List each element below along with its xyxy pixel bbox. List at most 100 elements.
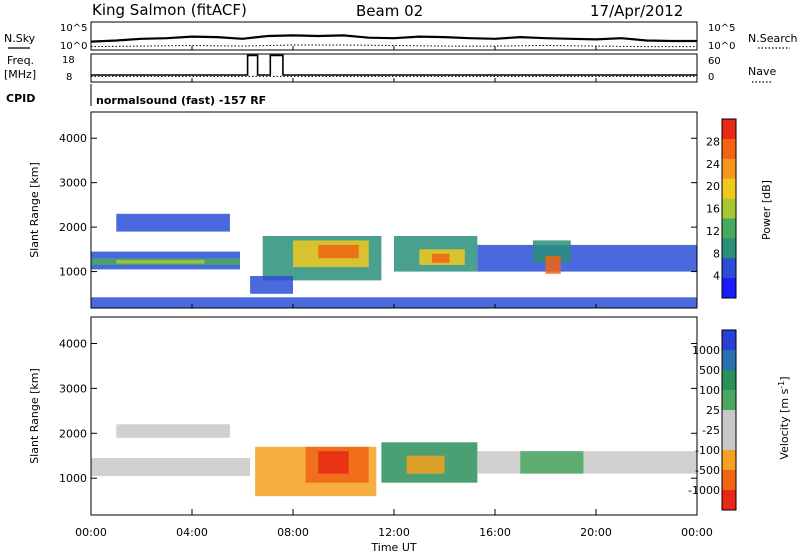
- colorbar-frame: [721, 118, 737, 299]
- vel-y-tick-label-3: 4000: [59, 337, 87, 350]
- freq-left-unit: [MHz]: [4, 68, 36, 81]
- power-y-axis: 1000 2000 3000 4000: [59, 132, 697, 279]
- noise-left-label: N.Sky: [4, 32, 36, 45]
- velocity-band-1: [116, 424, 230, 438]
- vel-colorbar-tick-4: -25: [702, 424, 720, 437]
- noise-left-tick-high: 10^5: [60, 23, 87, 34]
- colorbar-tick-6: 28: [706, 135, 720, 148]
- power-colorbar-label: Power [dB]: [760, 180, 773, 240]
- freq-left-label: Freq.: [7, 54, 34, 67]
- power-data-marks: [91, 213, 697, 308]
- x-tick-label-1: 04:00: [176, 526, 208, 539]
- velocity-colorbar: 1000 500 100 25 -25 -100 -500 -1000: [688, 329, 737, 511]
- cpid-panel: CPID normalsound (fast) -157 RF: [6, 84, 266, 107]
- velocity-panel-frame: [90, 316, 698, 516]
- time-x-axis: 00:00 04:00 08:00 12:00 16:00 20:00 00:00: [75, 509, 713, 539]
- echo-band-3: [116, 213, 230, 232]
- colorbar-tick-3: 16: [706, 203, 720, 216]
- power-panel-frame: [90, 111, 698, 309]
- date-title: 17/Apr/2012: [590, 2, 683, 20]
- colorbar-swatch-6: [722, 238, 736, 259]
- y-tick-label-2: 3000: [59, 177, 87, 190]
- colorbar-swatch-0: [722, 119, 736, 140]
- x-tick-label-3: 12:00: [378, 526, 410, 539]
- vel-colorbar-swatch-4: [722, 410, 736, 431]
- noise-right-label: N.Search: [748, 32, 798, 45]
- colorbar-swatch-4: [722, 198, 736, 219]
- station-title: King Salmon (fitACF): [92, 1, 247, 19]
- velocity-data-marks: [91, 424, 697, 497]
- vel-colorbar-tick-3: 25: [706, 404, 720, 417]
- colorbar-swatch-3: [722, 178, 736, 200]
- vel-colorbar-tick-7: -1000: [688, 484, 720, 497]
- colorbar-swatch-8: [722, 278, 736, 299]
- vel-colorbar-frame: [721, 329, 737, 511]
- vel-colorbar-tick-6: -500: [695, 464, 720, 477]
- x-tick-label-6: 00:00: [681, 526, 713, 539]
- vel-colorbar-swatch-0: [722, 330, 736, 351]
- velocity-colorbar-label-main: Velocity [m s: [778, 388, 791, 459]
- colorbar-tick-0: 4: [713, 270, 720, 283]
- velocity-band-7: [477, 451, 697, 474]
- power-colorbar: 4 8 12 16 20 24 28: [706, 118, 737, 299]
- vel-colorbar-swatch-6: [722, 450, 736, 471]
- echo-band-10: [431, 253, 450, 263]
- vel-y-tick-label-0: 1000: [59, 472, 87, 485]
- vel-colorbar-tick-2: 100: [699, 384, 720, 397]
- echo-band-12: [532, 240, 571, 263]
- freq-right-tick-high: 60: [708, 56, 721, 67]
- echo-band-7: [250, 276, 293, 294]
- echo-band-6: [318, 244, 359, 259]
- vel-colorbar-tick-0: 1000: [692, 344, 720, 357]
- frequency-panel: Freq. [MHz] 18 8 60 0 Nave: [4, 53, 776, 83]
- vel-colorbar-tick-1: 500: [699, 364, 720, 377]
- vel-colorbar-swatch-3: [722, 390, 736, 411]
- x-tick-label-4: 16:00: [479, 526, 511, 539]
- vel-colorbar-tick-5: -100: [695, 444, 720, 457]
- colorbar-tick-4: 20: [706, 180, 720, 193]
- x-tick-label-0: 00:00: [75, 526, 107, 539]
- x-tick-label-5: 20:00: [580, 526, 612, 539]
- vel-colorbar-swatch-1: [722, 350, 736, 371]
- vel-colorbar-swatch-7: [722, 470, 736, 491]
- cpid-label: CPID: [6, 92, 35, 105]
- y-tick-label-1: 2000: [59, 221, 87, 234]
- colorbar-tick-5: 24: [706, 158, 720, 171]
- freq-right-label: Nave: [748, 65, 776, 78]
- freq-right-tick-low: 0: [708, 72, 714, 83]
- velocity-colorbar-label-end: ]: [778, 376, 791, 380]
- velocity-band-8: [520, 451, 584, 474]
- frequency-panel-frame: [90, 53, 698, 83]
- vel-colorbar-swatch-2: [722, 370, 736, 391]
- y-tick-label-0: 1000: [59, 266, 87, 279]
- echo-band-2: [116, 260, 205, 264]
- x-tick-label-2: 08:00: [277, 526, 309, 539]
- vel-y-tick-label-2: 3000: [59, 382, 87, 395]
- power-panel: 1000 2000 3000 4000 Slant Range [km] 4 8 12 16…: [28, 111, 773, 309]
- colorbar-swatch-2: [722, 158, 736, 180]
- noise-right-tick-low: 10^0: [708, 41, 735, 52]
- power-y-axis-label: Slant Range [km]: [28, 162, 41, 258]
- y-tick-label-3: 4000: [59, 132, 87, 145]
- freq-left-tick-low: 8: [66, 72, 72, 83]
- echo-band-11: [477, 244, 697, 272]
- velocity-y-axis-label: Slant Range [km]: [28, 368, 41, 464]
- velocity-y-axis: 1000 2000 3000 4000: [59, 337, 697, 485]
- vel-y-tick-label-1: 2000: [59, 427, 87, 440]
- vel-colorbar-swatch-8: [722, 490, 736, 511]
- velocity-band-0: [91, 458, 251, 476]
- freq-series: [91, 54, 697, 76]
- cpid-value: normalsound (fast) -157 RF: [96, 94, 266, 107]
- noise-right-tick-high: 10^5: [708, 23, 735, 34]
- freq-left-tick-high: 18: [62, 55, 75, 66]
- velocity-colorbar-label: Velocity [m s-1]: [777, 376, 792, 459]
- colorbar-swatch-1: [722, 138, 736, 160]
- noise-left-tick-low: 10^0: [60, 41, 87, 52]
- noise-panel: N.Sky 10^5 10^0 10^5 10^0 N.Search: [4, 21, 798, 52]
- time-x-axis-label: Time UT: [370, 541, 416, 554]
- echo-band-14: [91, 297, 697, 308]
- vel-colorbar-swatch-5: [722, 430, 736, 451]
